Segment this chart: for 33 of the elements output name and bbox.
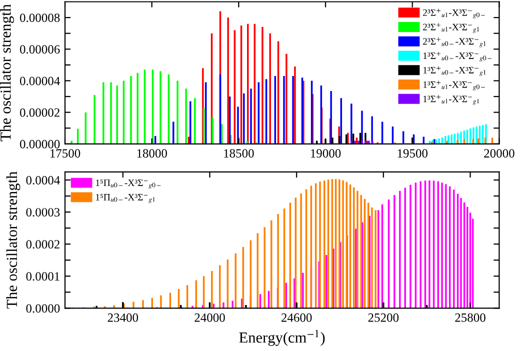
y-tick-label: 0.00004 [20, 76, 60, 86]
legend-label: 2³Σ$^{+}$$_{u0−}$-X³Σ$^{−}$$_{g1}$ [423, 37, 486, 48]
y-tick-label: 0.00006 [20, 45, 60, 54]
x-tick-label: 18500 [224, 149, 254, 158]
y-tick-label: 0.0002 [26, 240, 60, 249]
y-tick-label: 0.00008 [20, 14, 60, 22]
legend-label: 1⁵Π$_{u0−}$-X³Σ$^{−}$$_{g0−}$ [96, 180, 161, 189]
legend-label: 1⁵Π$_{u0−}$-X³Σ$^{−}$$_{g1}$ [96, 194, 155, 204]
legend-label: 1³Σ$^{+}$$_{u1}$-X³Σ$^{−}$$_{g0−}$ [423, 80, 485, 90]
x-tick-label: 23400 [108, 313, 138, 322]
legend-label: 1³Σ$^{+}$$_{u0−}$-X³Σ$^{−}$$_{g1}$ [423, 66, 486, 76]
legend-label: 1³Σ$^{+}$$_{u0−}$-X³Σ$^{−}$$_{g0−}$ [423, 52, 492, 62]
legend-label: 2³Σ$^{+}$$_{u1}$-X³Σ$^{−}$$_{g1}$ [423, 23, 479, 33]
x-tick-label: 20000 [484, 149, 514, 158]
x-tick-label: 19500 [398, 149, 428, 158]
y-tick-label: 0.0003 [26, 208, 60, 217]
y-tick-label: 0.0001 [26, 272, 60, 281]
x-tick-label: 24000 [194, 313, 225, 322]
x-tick-label: 17500 [50, 149, 80, 158]
y-tick-label: 0.0004 [26, 176, 60, 185]
y-tick-label: 0.00002 [20, 108, 60, 117]
legend-label: 1³Σ$^{+}$$_{u1}$-X³Σ$^{−}$$_{g1}$ [423, 94, 479, 105]
y-axis-title: The oscillator strength [6, 172, 20, 309]
x-tick-label: 24600 [281, 313, 312, 322]
y-tick-label: 0.0000 [26, 304, 60, 313]
y-axis-title: The oscillator strength [0, 4, 14, 142]
x-axis-title: Energy(cm$^{−1}$) [239, 330, 325, 346]
x-tick-label: 19000 [310, 149, 341, 158]
legend-label: 2³Σ$^{+}$$_{u1}$-X³Σ$^{−}$$_{g0−}$ [423, 8, 485, 18]
x-tick-label: 25200 [368, 313, 399, 322]
y-tick-label: 0.00000 [20, 140, 60, 148]
x-tick-label: 18000 [137, 149, 167, 158]
x-tick-label: 25800 [455, 313, 486, 322]
